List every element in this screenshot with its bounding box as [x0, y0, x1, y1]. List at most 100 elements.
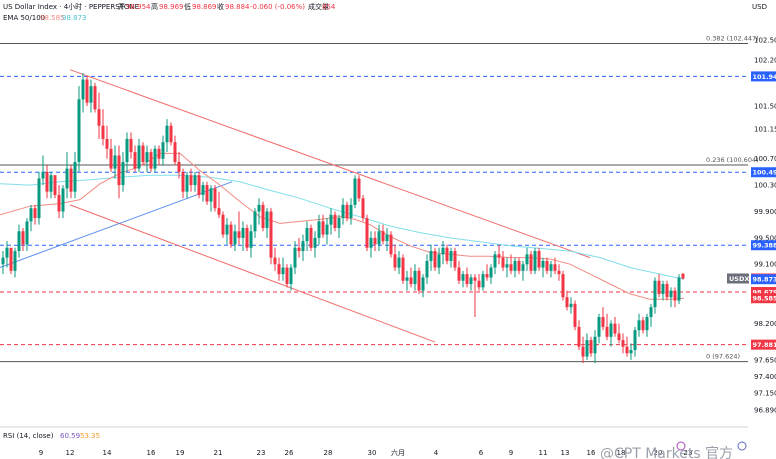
candle [557, 264, 561, 281]
candle [225, 218, 229, 245]
x-tick-label: 11 [539, 449, 548, 457]
candle [593, 330, 597, 364]
candle [381, 224, 385, 245]
candle-body [405, 277, 409, 281]
candle-body [669, 290, 673, 298]
candle-body [105, 138, 109, 149]
candle-body [281, 267, 285, 275]
candle-body [677, 277, 681, 301]
candle-body [169, 125, 173, 143]
event-marker-icon[interactable] [737, 441, 747, 451]
candle [229, 221, 233, 248]
ema100-value: 98.873 [62, 14, 87, 22]
candle [541, 257, 545, 278]
y-tick-label: 98.200 [754, 320, 776, 328]
candle-body [97, 109, 101, 126]
candle-body [477, 280, 481, 288]
candle [469, 274, 473, 291]
candle-body [493, 254, 497, 268]
candle [485, 264, 489, 281]
price-tag-bg [751, 240, 776, 251]
candle [401, 254, 405, 285]
candle [681, 272, 685, 280]
candle [317, 214, 321, 245]
candle [265, 208, 269, 238]
candle [217, 191, 221, 219]
candle [609, 320, 613, 347]
candle-body [85, 79, 89, 103]
candle [129, 132, 133, 159]
price-tag-label: 99.388 [753, 242, 776, 250]
candle-body [497, 254, 501, 258]
candle [601, 307, 605, 331]
candle-body [17, 231, 21, 252]
price-tag-symbol: USDX [729, 275, 749, 283]
candle [513, 257, 517, 278]
candle [29, 204, 33, 232]
candle [553, 257, 557, 275]
candle [93, 82, 97, 113]
ema-label[interactable]: EMA 50/100 [3, 14, 45, 22]
candle [377, 224, 381, 252]
candle [661, 280, 665, 301]
candle-body [417, 270, 421, 291]
candle [453, 247, 457, 271]
candle [589, 336, 593, 357]
candle-body [581, 346, 585, 357]
price-tag-bg [751, 339, 776, 350]
candle-body [613, 323, 617, 334]
x-tick-label: 六月 [391, 448, 405, 457]
candle-body [621, 340, 625, 347]
candle [393, 244, 397, 271]
candle [149, 148, 153, 172]
candle [257, 198, 261, 225]
candle-body [665, 284, 669, 298]
price-tag-bg [751, 274, 776, 285]
candle-body [213, 188, 217, 209]
candle [573, 300, 577, 331]
candle [365, 214, 369, 252]
rsi-label[interactable]: RSI (14, close) [3, 432, 54, 440]
candle-body [629, 349, 633, 354]
event-marker-icon[interactable] [676, 441, 686, 451]
x-tick-label: 20 [654, 449, 663, 457]
candle [561, 270, 565, 301]
candle-body [137, 145, 141, 169]
candle [629, 343, 633, 360]
candle [385, 227, 389, 252]
candle-body [389, 234, 393, 255]
candle [297, 237, 301, 258]
candle [585, 333, 589, 360]
candle-body [401, 257, 405, 281]
candle [529, 251, 533, 275]
candle-body [305, 227, 309, 242]
candle-body [329, 214, 333, 225]
candle [577, 320, 581, 350]
candle [213, 185, 217, 212]
candle-body [413, 270, 417, 285]
candle-body [429, 251, 433, 261]
candle [489, 264, 493, 285]
candle [349, 198, 353, 225]
candle [57, 185, 61, 219]
candle [81, 72, 85, 113]
candle-body [341, 204, 345, 219]
candle-body [65, 168, 69, 189]
candle [233, 224, 237, 252]
candle [549, 260, 553, 278]
candle-body [225, 224, 229, 235]
candle-body [25, 221, 29, 245]
candle [113, 145, 117, 179]
candle-body [41, 171, 45, 179]
price-tag: 100.495 [751, 167, 776, 178]
candle [293, 241, 297, 275]
candle-body [353, 178, 357, 205]
ema-50-line [0, 152, 685, 300]
candle [433, 247, 437, 271]
y-tick-label: 99.500 [754, 234, 776, 242]
candle-body [301, 241, 305, 252]
candle-body [509, 264, 513, 271]
candle-body [465, 274, 469, 285]
candle-body [501, 257, 505, 268]
